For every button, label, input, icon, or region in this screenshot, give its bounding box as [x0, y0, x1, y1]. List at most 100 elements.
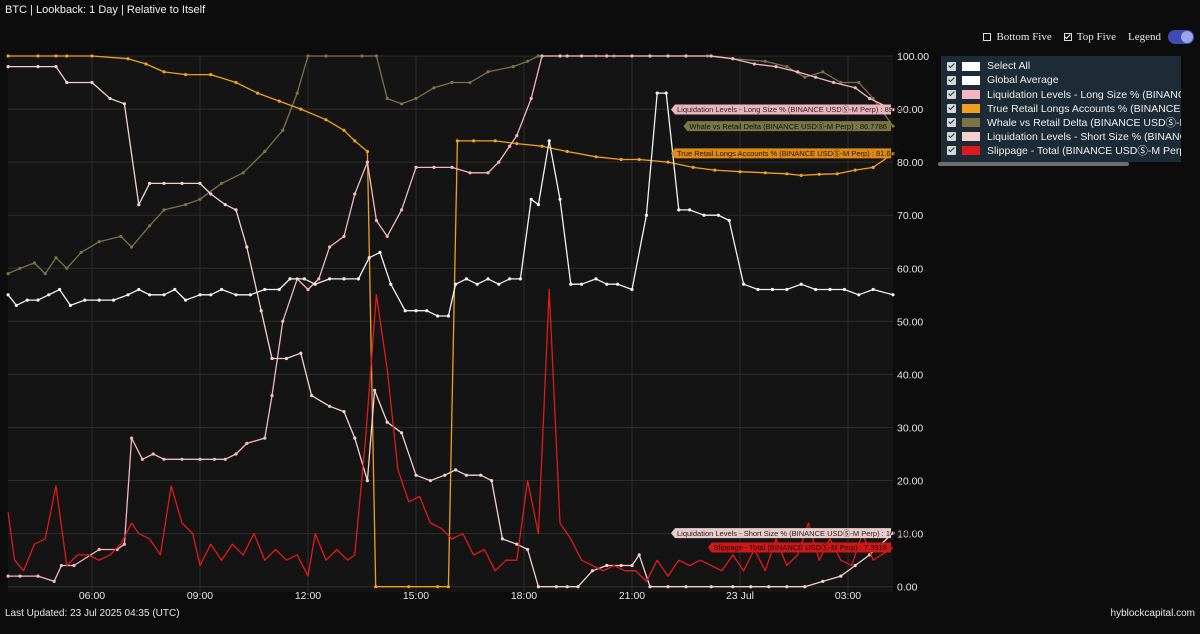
series-value-label: True Retail Longs Accounts % (BINANCE US… [671, 148, 899, 159]
y-tick-label: 70.00 [897, 210, 923, 222]
data-point [796, 70, 800, 74]
legend-swatch [962, 146, 980, 156]
data-point [342, 128, 346, 132]
data-point [799, 282, 803, 286]
legend-toggle[interactable] [1168, 30, 1194, 44]
legend-checkbox[interactable] [947, 103, 956, 113]
bottom-five-checkbox[interactable] [983, 33, 992, 41]
data-point [842, 287, 847, 292]
data-point [220, 181, 224, 185]
data-point [36, 65, 40, 69]
data-point [803, 75, 807, 79]
data-point [313, 282, 317, 286]
data-point [490, 479, 494, 483]
data-point [378, 250, 382, 254]
data-point [644, 213, 649, 217]
data-point [619, 157, 623, 162]
data-point [137, 287, 141, 292]
y-tick-label: 80.00 [897, 157, 923, 169]
brand-link[interactable]: hyblockcapital.com [1110, 608, 1195, 619]
data-point [666, 54, 670, 58]
data-point [486, 171, 490, 175]
data-point [184, 73, 188, 77]
data-point [162, 181, 166, 185]
top-five-checkbox[interactable] [1063, 33, 1072, 41]
legend-item[interactable]: Select All [941, 59, 1181, 73]
legend-label: Select All [987, 60, 1031, 73]
legend-item[interactable]: Whale vs Retail Delta (BINANCE USDⓈ-M Pe… [941, 115, 1181, 129]
legend-checkbox[interactable] [947, 75, 956, 85]
data-point [716, 213, 721, 217]
data-point [385, 420, 389, 424]
data-point [36, 298, 40, 302]
legend-swatch [962, 103, 980, 113]
data-point [6, 272, 10, 276]
bottom-five-control[interactable]: Bottom Five [983, 31, 1052, 43]
data-point [526, 59, 530, 63]
series-line [7, 288, 894, 583]
data-point [122, 542, 126, 546]
data-point [324, 54, 328, 58]
data-point [248, 293, 252, 297]
data-point [454, 282, 458, 286]
data-point [97, 547, 101, 552]
data-point [356, 277, 360, 281]
data-point [245, 245, 249, 249]
y-tick-label: 50.00 [897, 316, 923, 328]
x-tick-label: 18:00 [511, 590, 537, 602]
data-point [799, 173, 803, 177]
data-point [119, 234, 123, 238]
legend-label: Liquidation Levels - Long Size % (BINANC… [987, 88, 1181, 101]
legend-scrollbar[interactable] [938, 162, 1129, 166]
data-point [871, 165, 875, 169]
data-point [353, 139, 357, 143]
data-point [508, 277, 512, 281]
legend-item[interactable]: True Retail Longs Accounts % (BINANCE US… [941, 101, 1181, 115]
data-point [500, 537, 504, 541]
legend-item[interactable]: Liquidation Levels - Long Size % (BINANC… [941, 87, 1181, 101]
data-point [373, 388, 377, 392]
legend-checkbox[interactable] [947, 89, 956, 99]
data-point [565, 149, 569, 154]
data-point [148, 224, 152, 228]
data-point [414, 165, 418, 169]
data-point [403, 309, 407, 313]
data-point [508, 144, 512, 148]
data-point [184, 298, 188, 302]
data-point [515, 542, 519, 546]
data-point [518, 277, 523, 281]
y-tick-label: 10.00 [897, 529, 923, 541]
legend-item[interactable]: Liquidation Levels - Short Size % (BINAN… [941, 129, 1181, 143]
data-point [536, 203, 541, 207]
data-point [209, 192, 213, 196]
legend-checkbox[interactable] [947, 132, 956, 142]
data-point [360, 54, 364, 58]
legend-swatch [962, 75, 980, 85]
legend-item[interactable]: Slippage - Total (BINANCE USDⓈ-M Perp) [941, 144, 1181, 158]
data-point [540, 54, 544, 58]
legend-checkbox[interactable] [947, 117, 956, 127]
data-point [299, 351, 303, 355]
legend-panel[interactable]: Select All Global Average Liquidation Leve… [941, 56, 1181, 162]
data-point [122, 102, 126, 106]
data-point [536, 585, 541, 589]
top-five-control[interactable]: Top Five [1063, 31, 1116, 43]
data-point [299, 107, 303, 111]
data-point [891, 152, 895, 156]
data-point [468, 80, 472, 85]
data-point [569, 282, 573, 286]
data-point [180, 181, 184, 185]
legend-item[interactable]: Global Average [941, 73, 1181, 87]
data-point [731, 57, 735, 61]
data-point [151, 452, 155, 456]
data-point [731, 585, 735, 589]
data-point [342, 410, 346, 414]
x-tick-label: 23 Jul [726, 590, 754, 602]
data-point [6, 293, 10, 297]
data-point [414, 309, 418, 313]
data-point [432, 86, 436, 90]
legend-checkbox[interactable] [947, 61, 956, 71]
legend-control[interactable]: Legend [1128, 30, 1194, 44]
legend-checkbox[interactable] [947, 146, 956, 156]
data-point [25, 298, 29, 302]
